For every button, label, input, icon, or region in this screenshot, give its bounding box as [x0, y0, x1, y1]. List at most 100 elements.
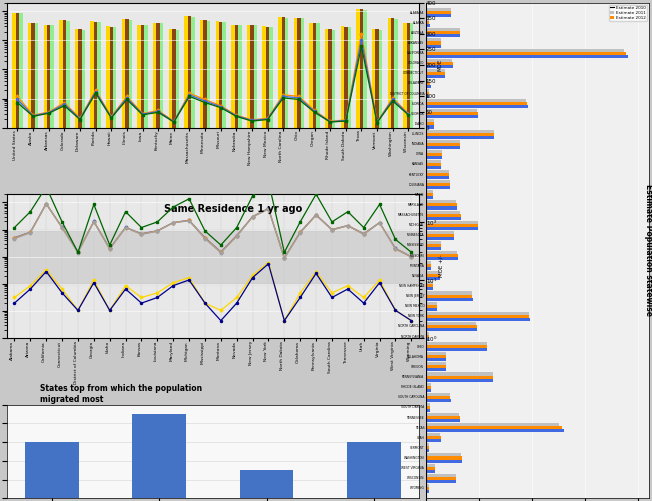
Estimate 2012 [185, 217, 193, 223]
MOE 2012 [201, 97, 209, 103]
Bar [426, 140, 460, 143]
Estimate 2011 [296, 229, 304, 235]
MOE 2012 [186, 90, 194, 96]
MOE 2010 [186, 93, 194, 99]
Estimate 2011 [376, 220, 383, 226]
Bar [426, 150, 442, 153]
MOE 2011 [326, 119, 334, 125]
Estimate 2012 [27, 229, 35, 235]
MOE 2010 [342, 118, 349, 124]
MOE 2010 [90, 201, 98, 207]
Estimate 2010 [248, 214, 256, 220]
Bar [426, 65, 453, 68]
Estimate 2012 [42, 200, 50, 206]
Bar [169, 29, 172, 501]
MOE 2010 [201, 228, 209, 234]
Estimate 2012 [217, 249, 225, 255]
MOE 2012 [90, 277, 98, 283]
MOE 2011 [106, 308, 113, 314]
MOE 2010 [92, 90, 100, 96]
Bar [426, 29, 460, 32]
Bar [426, 292, 472, 295]
MOE 2011 [233, 300, 241, 306]
Bar [426, 241, 441, 244]
Bar [426, 79, 430, 82]
Bar [426, 244, 441, 247]
Bar [426, 183, 450, 186]
Bar [316, 24, 319, 501]
Bar [426, 484, 428, 487]
Bar [216, 22, 219, 501]
MOE 2010 [233, 224, 241, 230]
Bar [301, 18, 304, 501]
Bar [78, 29, 82, 501]
Bar [426, 383, 431, 386]
Bar [426, 282, 433, 285]
Bar [426, 429, 564, 432]
Bar [426, 216, 461, 219]
MOE 2012 [217, 103, 225, 109]
Bar [426, 32, 460, 35]
MOE 2011 [92, 89, 100, 95]
Bar [35, 24, 38, 501]
Bar [426, 332, 429, 335]
MOE 2011 [138, 300, 145, 306]
Line: MOE 2010: MOE 2010 [16, 45, 409, 124]
Bar [347, 442, 400, 498]
MOE 2011 [58, 290, 66, 296]
Bar [426, 75, 445, 78]
Bar [269, 28, 273, 501]
Bar [426, 95, 429, 98]
MOE 2010 [217, 105, 225, 111]
Text: States top from which the population
migrated most: States top from which the population mig… [40, 384, 201, 404]
Estimate 2010 [217, 249, 225, 256]
Bar [426, 176, 449, 179]
MOE 2010 [360, 224, 368, 230]
Bar [426, 469, 436, 472]
MOE 2012 [138, 295, 145, 301]
MOE 2011 [312, 271, 320, 277]
Bar [426, 173, 449, 176]
MOE 2011 [45, 110, 53, 116]
MOE 2012 [201, 300, 209, 306]
Bar [329, 29, 332, 501]
Line: MOE 2011: MOE 2011 [14, 263, 412, 322]
Bar [363, 10, 366, 501]
Bar [266, 27, 269, 501]
Bar [426, 352, 445, 355]
Bar [426, 49, 623, 52]
Bar [426, 474, 456, 477]
Bar [426, 355, 446, 358]
Bar [207, 21, 210, 501]
MOE 2012 [106, 308, 113, 314]
Estimate 2012 [153, 228, 161, 234]
Bar [426, 210, 460, 213]
MOE 2011 [217, 104, 225, 110]
MOE 2012 [185, 275, 193, 281]
Bar [426, 342, 487, 345]
Bar [426, 92, 429, 95]
MOE 2011 [14, 97, 22, 103]
Bar [426, 487, 429, 490]
Bar [426, 160, 441, 163]
Bar [160, 24, 164, 501]
MOE 2012 [248, 117, 256, 123]
MOE 2011 [27, 286, 35, 292]
Estimate 2012 [10, 234, 18, 240]
Y-axis label: MOE: MOE [437, 59, 443, 71]
Bar [426, 295, 473, 298]
MOE 2012 [29, 112, 37, 118]
MOE 2012 [155, 107, 162, 113]
Bar [426, 477, 456, 480]
MOE 2011 [61, 101, 68, 107]
MOE 2012 [153, 290, 161, 296]
Bar [294, 18, 297, 501]
MOE 2010 [408, 249, 415, 256]
MOE 2011 [328, 295, 336, 301]
Bar [356, 9, 360, 501]
MOE 2010 [153, 219, 161, 225]
MOE 2010 [170, 204, 177, 210]
Estimate 2011 [58, 224, 66, 230]
MOE 2010 [170, 119, 178, 125]
MOE 2011 [408, 318, 415, 324]
